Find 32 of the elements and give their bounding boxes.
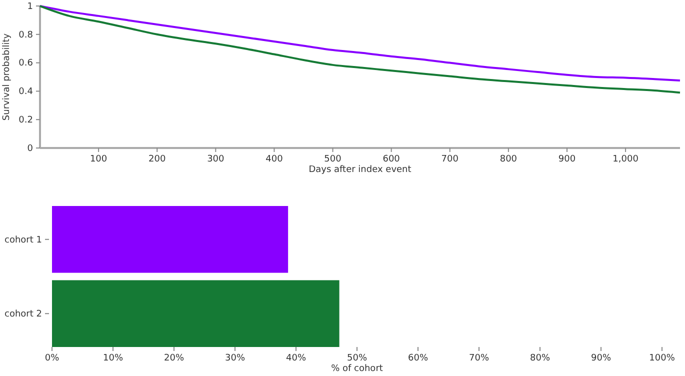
- x-tick-label: 200: [148, 154, 166, 164]
- x-tick-label: 800: [500, 154, 518, 164]
- x-tick-label: 700: [441, 154, 459, 164]
- x-tick-label: 70%: [468, 353, 490, 364]
- x-tick-label: 80%: [530, 353, 550, 364]
- y-tick-label: 1: [27, 2, 33, 12]
- x-tick-label: 60%: [408, 353, 428, 364]
- x-axis-title: % of cohort: [331, 364, 384, 374]
- y-tick-label: 0: [27, 144, 34, 154]
- y-tick-label: 0.4: [18, 87, 34, 98]
- x-axis-title: Days after index event: [308, 165, 412, 175]
- y-tick-label: cohort 1: [4, 235, 42, 246]
- y-axis-title: Survival probability: [2, 32, 12, 121]
- x-tick-label: 400: [266, 154, 284, 164]
- y-tick-label: 0.2: [18, 115, 33, 126]
- x-tick-label: 100%: [649, 353, 676, 364]
- x-tick-label: 500: [324, 154, 342, 164]
- x-tick-label: 30%: [224, 353, 246, 364]
- x-tick-label: 50%: [346, 353, 368, 364]
- x-tick-label: 10%: [102, 353, 124, 364]
- x-tick-label: 40%: [286, 353, 306, 364]
- y-tick-label: 0.8: [18, 30, 34, 40]
- x-tick-label: 100: [90, 154, 108, 164]
- y-tick-label: 0.6: [18, 58, 34, 69]
- x-tick-label: 0%: [44, 353, 60, 364]
- y-tick-label: cohort 2: [4, 309, 42, 320]
- x-tick-label: 300: [207, 154, 225, 164]
- x-tick-label: 600: [382, 154, 400, 164]
- x-tick-label: 90%: [590, 353, 612, 364]
- x-tick-label: 1,000: [612, 154, 639, 164]
- x-tick-label: 900: [558, 154, 576, 164]
- x-tick-label: 20%: [164, 353, 184, 364]
